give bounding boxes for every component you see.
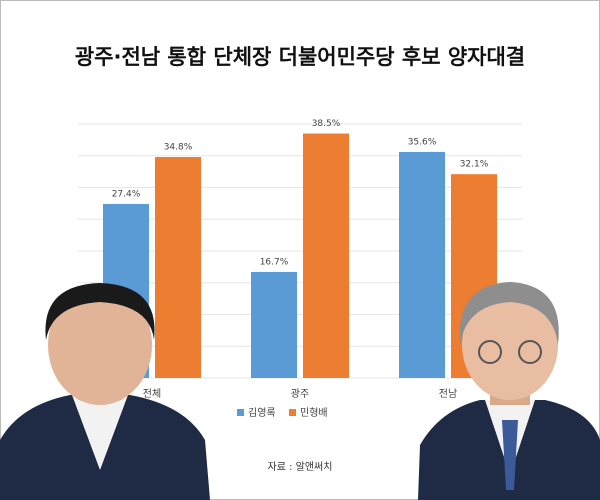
labels: 전체 27.4% 34.8% 광주 16.7% 38.5% 전남 35.6% 32.1% 김영록 민… (112, 119, 489, 473)
value-label: 16.7% (260, 257, 289, 267)
x-tick-label: 전체 (143, 388, 161, 400)
value-label: 35.6% (408, 137, 437, 147)
x-tick-label: 광주 (291, 388, 309, 400)
bar (155, 157, 201, 378)
legend-swatch (237, 409, 244, 416)
x-tick-label: 전남 (439, 388, 457, 400)
value-label: 34.8% (164, 143, 193, 153)
right-person-photo (418, 282, 600, 500)
bar (303, 133, 349, 378)
legend-swatch (289, 409, 296, 416)
chart-title: 광주·전남 통합 단체장 더불어민주당 후보 양자대결 (75, 45, 525, 69)
legend-label: 민형배 (300, 407, 328, 419)
value-label: 32.1% (460, 160, 489, 170)
source: 자료 : 알앤써치 (268, 461, 333, 473)
legend-label: 김영록 (248, 407, 276, 419)
bar (251, 271, 297, 378)
left-person-photo (0, 283, 210, 500)
value-label: 27.4% (112, 190, 141, 200)
bar (399, 151, 445, 378)
value-label: 38.5% (312, 119, 341, 129)
